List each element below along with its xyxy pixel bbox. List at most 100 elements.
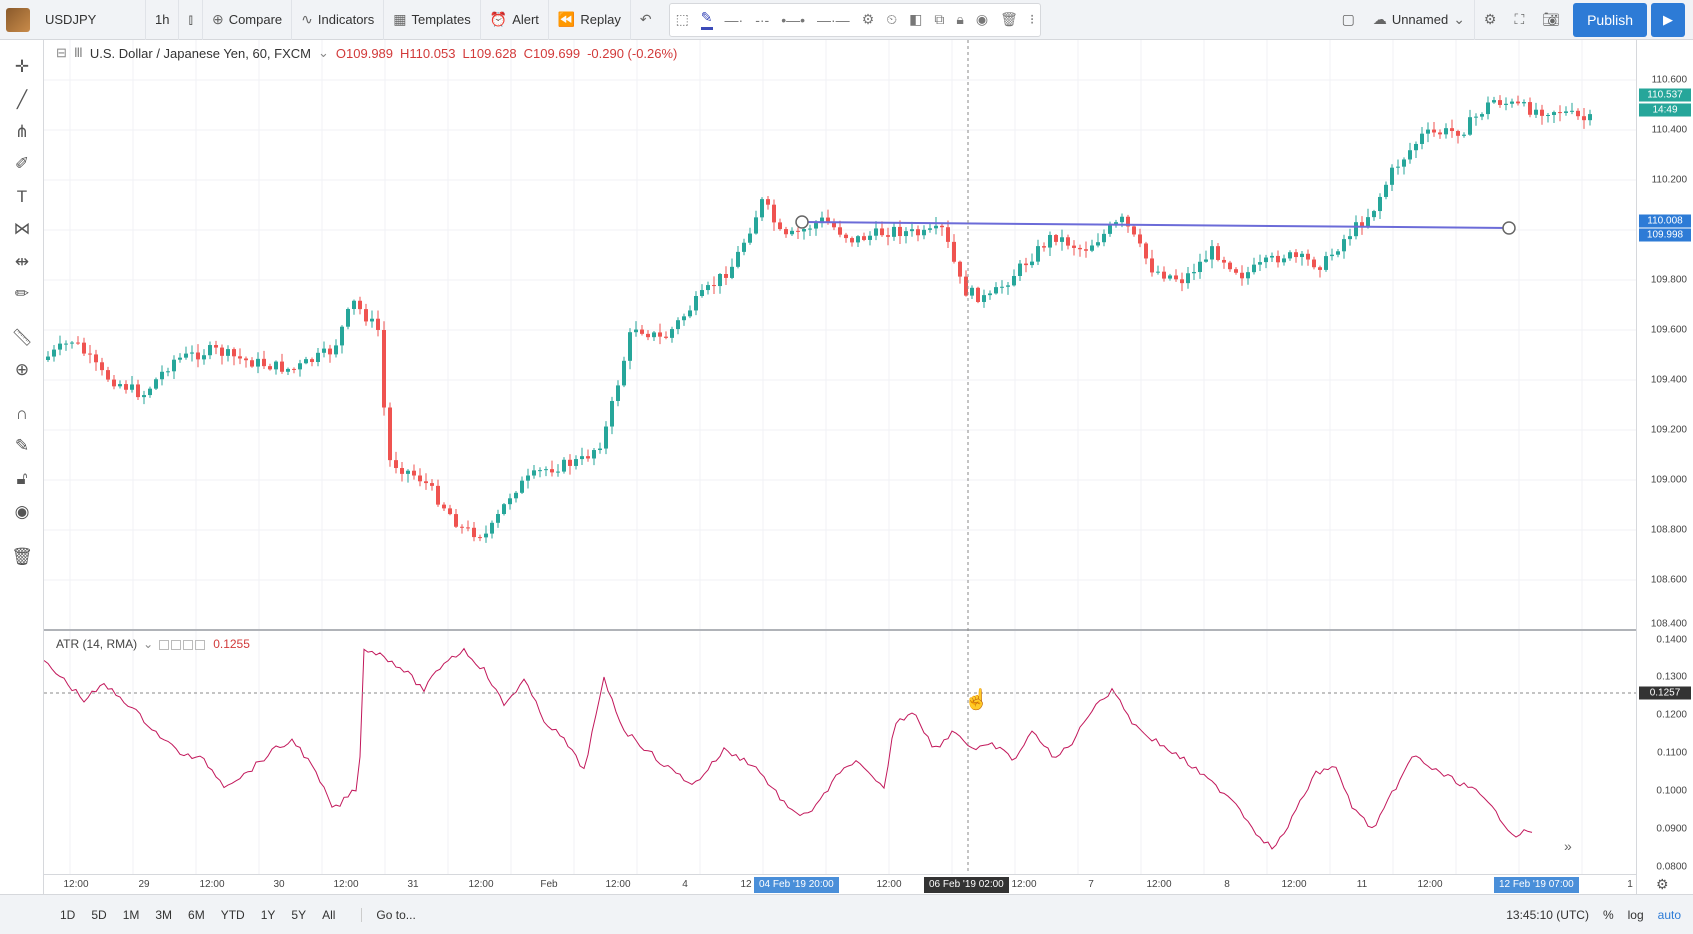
chevron-down-icon[interactable]: ⌄ — [318, 45, 329, 60]
pitchfork-icon[interactable]: ⋔ — [14, 122, 30, 141]
candle-body — [352, 300, 356, 309]
more-icon[interactable]: ⁝ — [1029, 11, 1035, 27]
candle-body — [766, 199, 770, 205]
goto-button[interactable]: Go to... — [361, 907, 416, 922]
lock-icon[interactable]: 🔒︎ — [956, 11, 964, 27]
candle-body — [88, 353, 92, 355]
legend-title[interactable]: U.S. Dollar / Japanese Yen, 60, FXCM — [89, 45, 311, 61]
candle-body — [178, 357, 182, 360]
unlock-icon[interactable]: 🔓︎ — [16, 469, 28, 488]
fullscreen-chart-button[interactable]: ▢ — [1333, 0, 1364, 40]
chevron-down-icon[interactable]: ⌄ — [143, 637, 154, 651]
play-button[interactable]: ▶ — [1651, 2, 1685, 37]
trash-icon[interactable]: 🗑︎ — [1000, 11, 1018, 27]
percent-toggle[interactable]: % — [1602, 907, 1614, 922]
compare-button[interactable]: ⊕ Compare — [203, 0, 293, 40]
eye-icon[interactable]: ◉ — [14, 502, 30, 521]
atr-controls[interactable] — [159, 637, 207, 651]
candle-body — [796, 230, 800, 232]
layout-button[interactable]: ☁ Unnamed ⌄ — [1364, 0, 1475, 40]
pattern-icon[interactable]: ⋈ — [13, 219, 31, 238]
user-avatar[interactable] — [0, 0, 36, 40]
prediction-icon[interactable]: ⇹ — [14, 252, 30, 271]
interval-button[interactable]: 1h — [146, 0, 180, 40]
range-1y[interactable]: 1Y — [260, 907, 276, 922]
line-style-dash-icon[interactable]: -·- — [755, 11, 770, 28]
publish-button[interactable]: Publish — [1573, 2, 1647, 37]
symbol-search-button[interactable]: USDJPY — [36, 0, 146, 40]
select-area-icon[interactable]: ⬚ — [675, 11, 689, 27]
settings-icon[interactable]: ⚙ — [861, 11, 875, 27]
candle-body — [1240, 272, 1244, 279]
brush-icon[interactable]: ✐ — [14, 154, 30, 173]
range-5y[interactable]: 5Y — [291, 907, 307, 922]
candle-body — [1354, 222, 1358, 237]
time-axis[interactable]: 12:00 29 12:00 30 12:00 31 12:00 Feb 12:… — [44, 874, 1636, 894]
range-5d[interactable]: 5D — [91, 907, 107, 922]
fullscreen-button[interactable]: ⛶ — [1505, 0, 1533, 40]
axis-settings-button[interactable]: ⚙ — [1656, 876, 1669, 893]
candle-body — [1036, 246, 1040, 262]
text-icon[interactable]: T — [16, 187, 28, 206]
templates-icon: ▦ — [393, 11, 407, 27]
price-chart[interactable]: ☝ » — [44, 40, 1636, 874]
log-toggle[interactable]: log — [1627, 907, 1644, 922]
scroll-right-icon[interactable]: » — [1564, 838, 1572, 854]
alert-button[interactable]: ⏰ Alert — [481, 0, 549, 40]
candle-body — [856, 236, 860, 243]
pen-color-icon[interactable]: ✎ — [700, 9, 713, 30]
pencil-icon[interactable]: ✏ — [14, 284, 30, 303]
range-1m[interactable]: 1M — [122, 907, 140, 922]
auto-toggle[interactable]: auto — [1657, 907, 1681, 922]
trash-icon[interactable]: 🗑︎ — [11, 547, 33, 566]
snapshot-button[interactable]: 📷︎ — [1533, 0, 1569, 40]
horizontal-line-handle-left[interactable] — [795, 215, 809, 229]
time-label: 8 — [1224, 879, 1230, 890]
time-label: 12:00 — [876, 879, 902, 890]
candle-body — [868, 235, 872, 240]
indicators-button[interactable]: ∿ Indicators — [292, 0, 385, 40]
candle-body — [310, 359, 314, 362]
chart-settings-button[interactable]: ⚙ — [1475, 0, 1506, 40]
chart-type-button[interactable]: ⫾ — [179, 0, 203, 40]
alarm-clock-icon: ⏰ — [489, 11, 508, 27]
clock-time[interactable]: 13:45:10 (UTC) — [1506, 907, 1589, 922]
crosshair-icon[interactable]: ✛ — [14, 57, 30, 76]
range-3m[interactable]: 3M — [155, 907, 173, 922]
undo-button[interactable]: ↶ — [631, 0, 661, 40]
horizontal-line-handle-right[interactable] — [1502, 221, 1516, 235]
line-extend-icon[interactable]: —·— — [817, 11, 850, 28]
clone-icon[interactable]: ⧉ — [934, 11, 945, 27]
range-ytd[interactable]: YTD — [220, 907, 245, 922]
lock-drawing-icon[interactable]: ✎ — [14, 436, 30, 455]
legend-high: H110.053 — [400, 45, 456, 61]
time-badge-right: 12 Feb '19 07:00 — [1494, 877, 1579, 893]
collapse-icon[interactable]: ⊟ — [56, 45, 67, 60]
visual-order-icon[interactable]: ◧ — [909, 11, 923, 27]
magnet-icon[interactable]: ∩ — [15, 404, 29, 423]
chevron-down-icon: ⌄ — [1453, 11, 1465, 27]
candle-body — [964, 276, 968, 296]
time-label: 7 — [1088, 879, 1094, 890]
alert-add-icon[interactable]: ⏲ — [886, 11, 898, 27]
range-1d[interactable]: 1D — [60, 907, 76, 922]
price-axis[interactable]: 110.600 110.400 110.200 109.800 109.600 … — [1636, 40, 1693, 894]
range-all[interactable]: All — [322, 907, 336, 922]
templates-button[interactable]: ▦ Templates — [384, 0, 481, 40]
zoom-in-icon[interactable]: ⊕ — [14, 360, 30, 379]
ruler-icon[interactable]: 📏︎ — [11, 328, 33, 347]
candle-body — [346, 308, 350, 327]
line-style-solid-icon[interactable]: —· — [724, 11, 744, 28]
candle-body — [262, 358, 266, 367]
candle-body — [298, 363, 302, 370]
trend-line-icon[interactable]: ╱ — [16, 90, 28, 109]
eye-icon[interactable]: ◉ — [975, 11, 989, 27]
atr-name[interactable]: ATR (14, RMA) — [56, 637, 138, 651]
range-6m[interactable]: 6M — [188, 907, 205, 922]
candle-body — [838, 227, 842, 235]
candle-body — [994, 287, 998, 294]
replay-button[interactable]: ⏪ Replay — [549, 0, 631, 40]
price-label: 109.000 — [1650, 474, 1687, 486]
line-width-icon[interactable]: •—• — [781, 11, 806, 28]
camera-icon: 📷︎ — [1542, 11, 1561, 27]
